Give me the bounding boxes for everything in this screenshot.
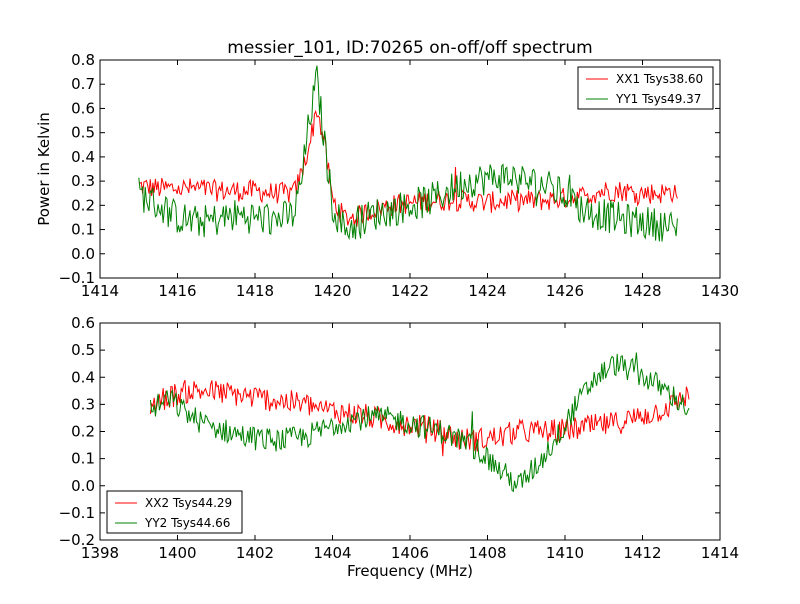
y-tick-label: 0.5 <box>71 124 95 142</box>
x-tick-label: 1422 <box>391 282 429 300</box>
y-tick-label: 0.6 <box>71 314 95 332</box>
x-tick-label: 1416 <box>158 282 196 300</box>
x-tick-label: 1408 <box>468 544 506 562</box>
legend-box <box>577 66 714 110</box>
x-tick-label: 1430 <box>701 282 739 300</box>
y-axis-label: Power in Kelvin <box>35 112 53 226</box>
legend-label-2: YY2 Tsys44.66 <box>144 516 230 530</box>
legend-label-1: XX2 Tsys44.29 <box>145 496 232 510</box>
y-tick-label: 0.1 <box>71 221 95 239</box>
bottom-panel: 1398 1400 1402 1404 1406 1408 1410 1412 1414 −0.2… <box>59 314 740 580</box>
series-line-2 <box>138 65 678 242</box>
legend-label-2: YY1 Tsys49.37 <box>615 92 701 106</box>
x-tick-label: 1426 <box>546 282 584 300</box>
legend-box <box>106 490 243 534</box>
y-tick-label: −0.2 <box>59 531 95 549</box>
series-line-1 <box>138 109 678 227</box>
x-tick-label: 1406 <box>391 544 429 562</box>
x-tick-label: 1414 <box>701 544 739 562</box>
y-tick-label: −0.1 <box>59 269 95 287</box>
y-tick-label: 0.7 <box>71 75 95 93</box>
x-tick-label: 1400 <box>158 544 196 562</box>
x-tick-label: 1410 <box>546 544 584 562</box>
y-tick-label: 0.5 <box>71 341 95 359</box>
x-tick-label: 1420 <box>313 282 351 300</box>
top-panel: 1414 1416 1418 1420 1422 1424 1426 1428 1430 −0.1… <box>35 51 739 300</box>
y-tick-label: 0.4 <box>71 148 95 166</box>
y-tick-label: 0.6 <box>71 99 95 117</box>
series-group <box>138 65 678 242</box>
x-tick-label: 1414 <box>81 282 119 300</box>
x-tick-label: 1428 <box>623 282 661 300</box>
series-group <box>149 352 690 493</box>
x-tick-label: 1424 <box>468 282 506 300</box>
x-tick-label: 1398 <box>81 544 119 562</box>
x-axis-label: Frequency (MHz) <box>347 562 473 580</box>
y-tick-label: 0.8 <box>71 51 95 69</box>
legend: XX1 Tsys38.60 YY1 Tsys49.37 <box>577 66 714 110</box>
y-tick-label: 0.0 <box>71 477 95 495</box>
y-tick-label: 0.3 <box>71 172 95 190</box>
y-tick-label: 0.2 <box>71 196 95 214</box>
legend: XX2 Tsys44.29 YY2 Tsys44.66 <box>106 490 243 534</box>
y-tick-label: 0.0 <box>71 245 95 263</box>
x-tick-label: 1412 <box>623 544 661 562</box>
legend-label-1: XX1 Tsys38.60 <box>616 72 703 86</box>
series-line-2 <box>149 352 690 493</box>
y-tick-label: 0.4 <box>71 368 95 386</box>
x-tick-label: 1418 <box>236 282 274 300</box>
series-line-1 <box>149 379 690 457</box>
y-tick-label: 0.2 <box>71 423 95 441</box>
x-tick-label: 1404 <box>313 544 351 562</box>
y-tick-label: 0.3 <box>71 395 95 413</box>
chart-title: messier_101, ID:70265 on-off/off spectru… <box>227 38 592 58</box>
y-tick-label: 0.1 <box>71 450 95 468</box>
x-tick-label: 1402 <box>236 544 274 562</box>
y-tick-label: −0.1 <box>59 504 95 522</box>
